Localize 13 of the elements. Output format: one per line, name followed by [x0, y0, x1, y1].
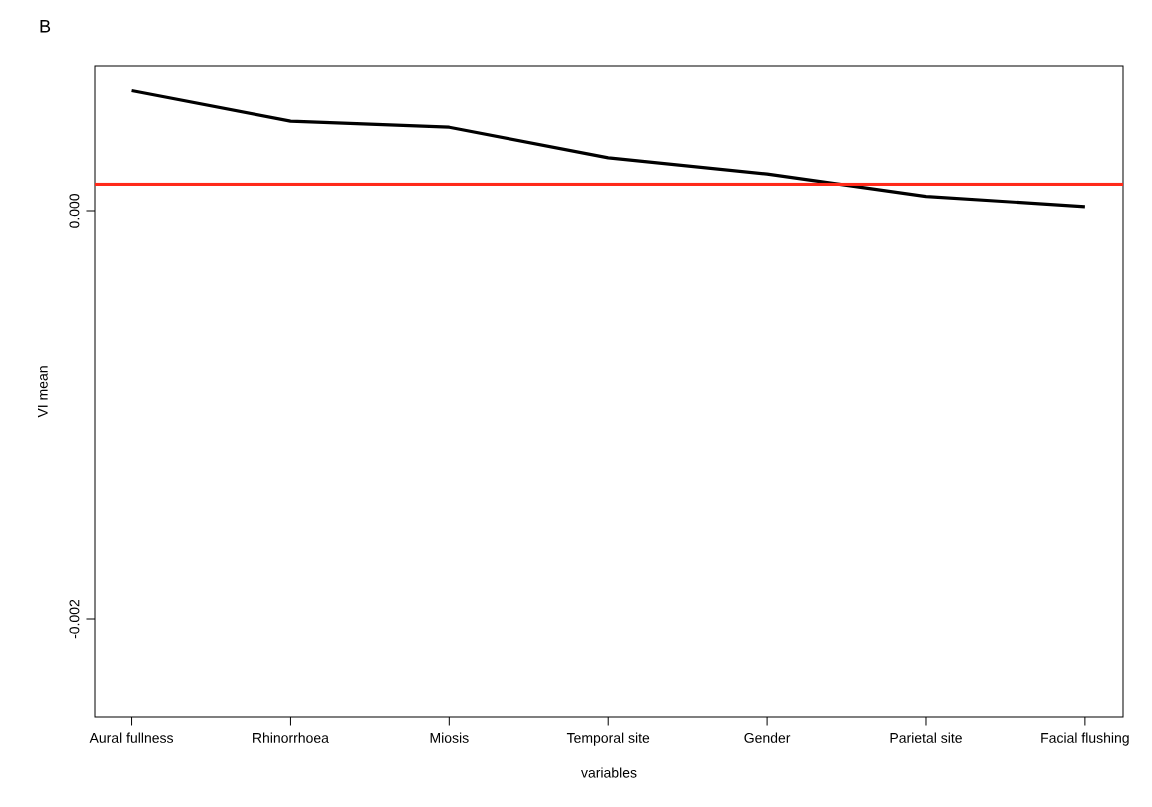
x-tick-label: Parietal site	[890, 732, 962, 743]
x-axis-title: variables	[581, 767, 637, 778]
y-tick-label: -0.002	[69, 599, 80, 639]
x-tick-label: Gender	[744, 732, 791, 743]
x-tick-label: Facial flushing	[1041, 732, 1129, 746]
y-tick-label: 0.000	[69, 193, 80, 228]
line-series	[129, 88, 1087, 209]
x-tick-label: Miosis	[430, 732, 469, 743]
x-tick-label: Temporal site	[566, 732, 650, 746]
chart-title: B	[40, 20, 51, 33]
x-tick-label: Aural fullness	[89, 732, 174, 743]
y-axis-title: VI mean	[37, 366, 48, 418]
x-tick-label: Rhinorrhoea	[253, 732, 329, 743]
